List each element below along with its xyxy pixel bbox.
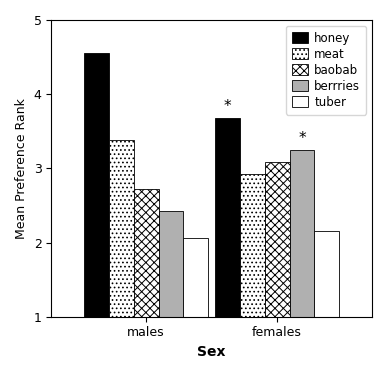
Bar (289, 150, 314, 317)
Legend: honey, meat, baobab, berrries, tuber: honey, meat, baobab, berrries, tuber (286, 26, 366, 114)
Bar (109, 140, 134, 317)
Bar (265, 162, 289, 317)
Bar (215, 118, 240, 317)
Bar (183, 238, 208, 317)
Text: *: * (298, 131, 306, 146)
Bar (159, 211, 183, 317)
Y-axis label: Mean Preference Rank: Mean Preference Rank (15, 98, 28, 239)
Bar (134, 189, 159, 317)
Bar (314, 231, 339, 317)
X-axis label: Sex: Sex (197, 345, 226, 359)
Text: *: * (224, 99, 231, 114)
Bar (84, 53, 109, 317)
Bar (240, 174, 265, 317)
